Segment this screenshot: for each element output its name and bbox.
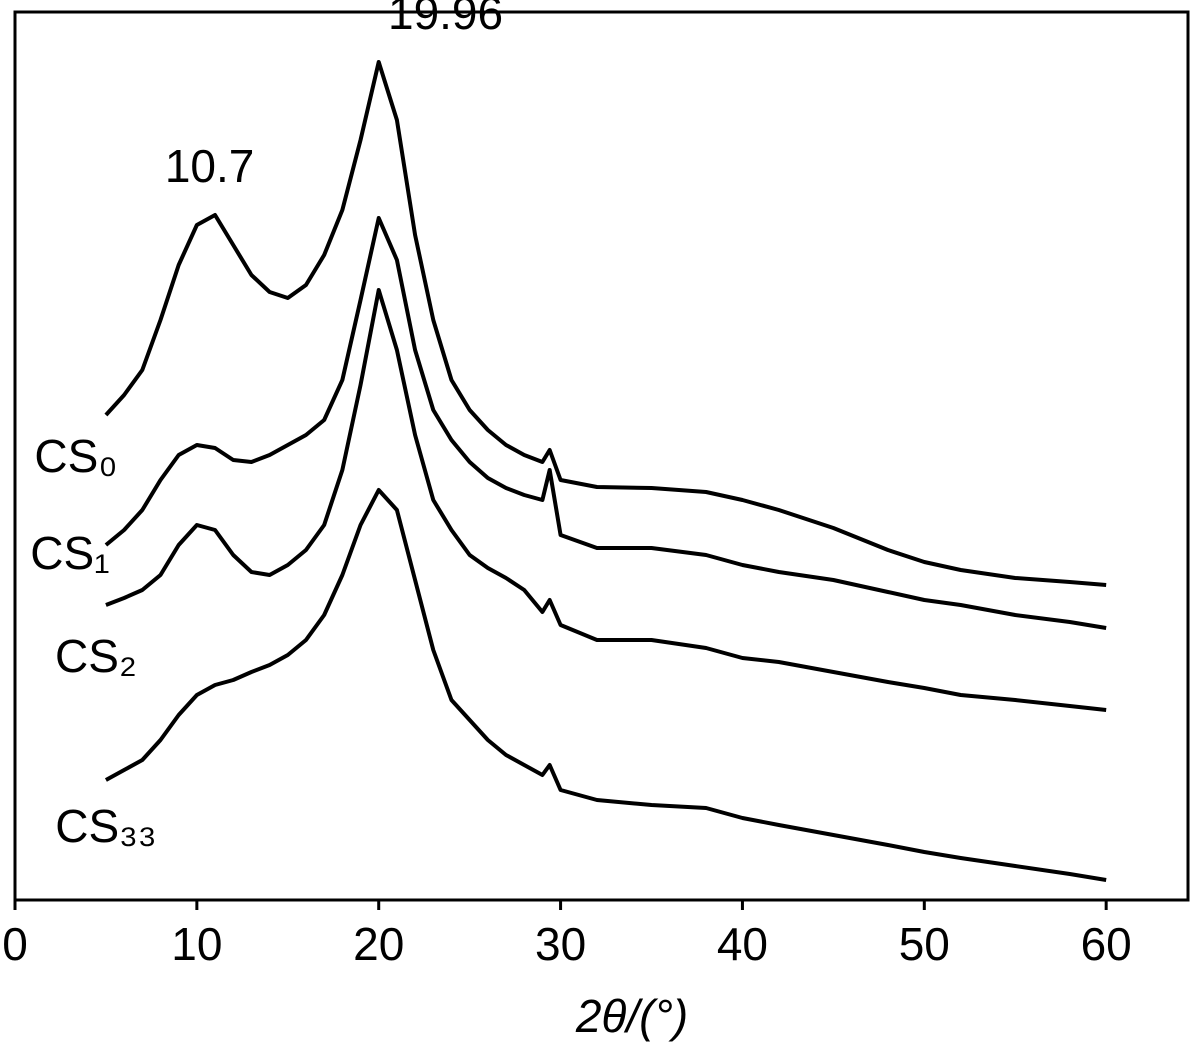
series-label: CS₀: [34, 430, 117, 482]
x-axis-title: 2θ/(°): [575, 990, 688, 1042]
peak-annotation: 19.96: [388, 0, 503, 39]
series-label: CS₁: [30, 527, 109, 579]
plot-frame: [13, 10, 1190, 902]
series-label: CS₂: [55, 630, 137, 682]
peak-annotation: 10.7: [165, 140, 255, 192]
series-line: [104, 216, 1107, 630]
series-label: CS₃₃: [55, 800, 156, 852]
x-tick-label: 10: [171, 918, 222, 970]
x-tick-label: 0: [2, 918, 28, 970]
x-tick-label: 60: [1081, 918, 1132, 970]
series-line: [104, 60, 1107, 587]
series-line: [104, 488, 1107, 882]
x-tick-label: 40: [717, 918, 768, 970]
series-line: [105, 288, 1107, 712]
x-tick-label: 20: [353, 918, 404, 970]
x-tick-label: 50: [899, 918, 950, 970]
x-tick-label: 30: [535, 918, 586, 970]
